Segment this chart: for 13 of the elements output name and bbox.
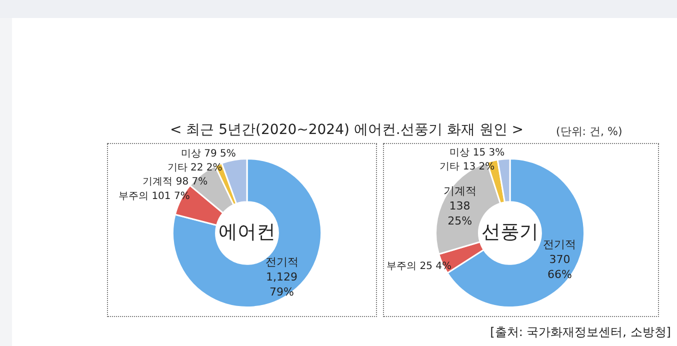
data-label: 138 25% bbox=[448, 199, 472, 228]
slice-label: 미상 79 5% bbox=[180, 148, 236, 160]
slice-label: 기계적 bbox=[443, 184, 476, 198]
chart-title: < 최근 5년간(2020~2024) 에어컨.선풍기 화재 원인 > bbox=[170, 121, 524, 139]
slice-label: 전기적 bbox=[543, 238, 576, 252]
chart-subtitle: (단위: 건, %) bbox=[556, 124, 622, 139]
slice-label: 기계적 98 7% bbox=[142, 176, 208, 188]
slice-label: 전기적 bbox=[265, 256, 298, 269]
text: 선풍기 bbox=[482, 220, 538, 243]
data-label: 370 66% bbox=[548, 253, 572, 282]
text: 에어컨 bbox=[218, 220, 276, 243]
slice-label: 미상 15 3% bbox=[450, 148, 505, 159]
text: [출처: 국가화재정보센터, 소방청] bbox=[490, 324, 671, 341]
